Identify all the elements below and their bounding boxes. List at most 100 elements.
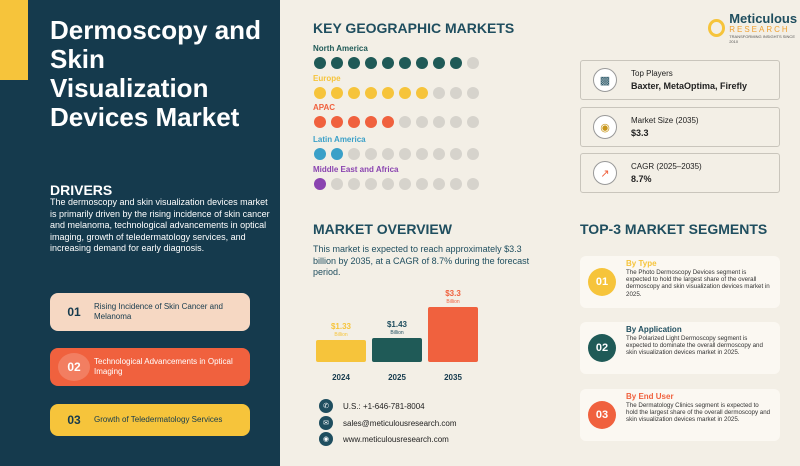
region-dots: [314, 116, 479, 128]
chart-unit: Billion: [334, 332, 348, 338]
region-dot: [331, 116, 343, 128]
stat-card-cagr: ↗ CAGR (2025–2035) 8.7%: [580, 153, 780, 193]
chart-data-label: $3.3 Billion: [428, 290, 478, 306]
overview-text: This market is expected to reach approxi…: [313, 244, 530, 277]
region-dot: [382, 148, 394, 160]
chart-value: $1.33: [330, 322, 352, 331]
region-dot: [365, 87, 377, 99]
region-dot: [365, 178, 377, 190]
region-dot: [450, 116, 462, 128]
segment-card: 01 By Type The Photo Dermoscopy Devices se…: [580, 256, 780, 308]
phone-text: U.S.: +1-646-781-8004: [343, 401, 425, 411]
bar-chart-icon: ▩: [593, 68, 617, 92]
region-dot: [433, 178, 445, 190]
region-label: Middle East and Africa: [313, 165, 399, 174]
region-dot: [433, 148, 445, 160]
stat-card-top-players: ▩ Top Players Baxter, MetaOptima, Firefl…: [580, 60, 780, 100]
globe-icon: ◉: [319, 432, 333, 446]
market-size-chart: $1.33 Billion 2024 $1.43 Billion 2025 $3.3 Bill…: [300, 280, 490, 390]
chart-x-label: 2024: [332, 373, 350, 382]
region-dot: [433, 116, 445, 128]
region-dots: [314, 148, 479, 160]
segments-heading: TOP-3 MARKET SEGMENTS: [580, 221, 768, 237]
phone-icon: ✆: [319, 399, 333, 413]
contact-email: ✉ sales@meticulousresearch.com: [319, 416, 457, 430]
region-dot: [416, 87, 428, 99]
page-title: Dermoscopy and Skin Visualization Device…: [50, 15, 261, 132]
region-dot: [331, 178, 343, 190]
region-dot: [467, 57, 479, 69]
region-dot: [416, 57, 428, 69]
driver-number: 01: [58, 298, 90, 326]
region-dot: [314, 178, 326, 190]
region-dot: [348, 148, 360, 160]
driver-number: 03: [67, 413, 81, 427]
region-label: North America: [313, 44, 368, 53]
region-dot: [331, 57, 343, 69]
web-link[interactable]: www.meticulousresearch.com: [343, 434, 449, 444]
segment-description: The Photo Dermoscopy Devices segment is …: [626, 269, 770, 298]
contact-phone: ✆ U.S.: +1-646-781-8004: [319, 399, 425, 413]
region-label: Europe: [313, 74, 341, 83]
segment-number: 02: [588, 334, 616, 362]
drivers-heading: DRIVERS: [50, 182, 113, 198]
region-dot: [399, 116, 411, 128]
segment-title: By End User: [626, 392, 674, 401]
logo-tagline: TRANSFORMING INSIGHTS SINCE 2010: [729, 34, 795, 44]
region-dot: [399, 57, 411, 69]
region-dot: [382, 178, 394, 190]
driver-label: Technological Advancements in Optical Im…: [94, 357, 233, 376]
driver-label: Growth of Teledermatology Services: [94, 415, 223, 424]
region-dot: [314, 57, 326, 69]
region-dot: [416, 116, 428, 128]
logo: Meticulous RESEARCH TRANSFORMING INSIGHT…: [708, 12, 800, 44]
region-dot: [467, 148, 479, 160]
chart-bar: [316, 340, 366, 362]
email-link[interactable]: sales@meticulousresearch.com: [343, 418, 457, 428]
region-dot: [314, 87, 326, 99]
chart-value: $1.43: [386, 320, 408, 329]
chart-data-label: $1.33 Billion: [316, 323, 366, 339]
logo-sub: RESEARCH: [729, 25, 790, 34]
region-dot: [314, 148, 326, 160]
contact-web: ◉ www.meticulousresearch.com: [319, 432, 449, 446]
logo-name: Meticulous: [729, 11, 798, 26]
segment-card: 03 By End User The Dermatology Clinics seg…: [580, 389, 780, 441]
region-dot: [416, 178, 428, 190]
region-dot: [314, 116, 326, 128]
drivers-description: The dermoscopy and skin visualization de…: [50, 197, 270, 253]
driver-number: 02: [58, 353, 90, 381]
region-dot: [450, 57, 462, 69]
driver-item: 01 Rising Incidence of Skin Cancer and M…: [50, 293, 250, 331]
stat-card-market-size: ◉ Market Size (2035) $3.3: [580, 107, 780, 147]
region-dot: [450, 178, 462, 190]
region-dot: [467, 178, 479, 190]
segment-number: 03: [588, 401, 616, 429]
stat-label: Market Size (2035): [631, 116, 699, 125]
chart-unit: Billion: [446, 299, 460, 305]
segment-description: The Dermatology Clinics segment is expec…: [626, 402, 771, 424]
region-dot: [399, 178, 411, 190]
driver-item: 03 Growth of Teledermatology Services: [50, 404, 250, 436]
region-dot: [331, 87, 343, 99]
stat-value: Baxter, MetaOptima, Firefly: [631, 81, 748, 91]
region-dot: [382, 57, 394, 69]
region-label: APAC: [313, 103, 336, 112]
region-dots: [314, 178, 479, 190]
chart-bar: [428, 307, 478, 362]
region-dot: [331, 148, 343, 160]
segment-card: 02 By Application The Polarized Light Derm…: [580, 322, 780, 374]
region-dot: [433, 87, 445, 99]
stat-label: Top Players: [631, 69, 673, 78]
segment-description: The Polarized Light Dermoscopy segment i…: [626, 335, 763, 357]
stat-value: 8.7%: [631, 174, 652, 184]
region-dot: [382, 87, 394, 99]
driver-item: 02 Technological Advancements in Optical…: [50, 348, 250, 386]
region-dot: [365, 116, 377, 128]
region-dot: [399, 87, 411, 99]
region-dots: [314, 87, 479, 99]
region-label: Latin America: [313, 135, 366, 144]
chart-x-label: 2025: [388, 373, 406, 382]
chart-value: $3.3: [445, 289, 461, 298]
region-dot: [467, 116, 479, 128]
